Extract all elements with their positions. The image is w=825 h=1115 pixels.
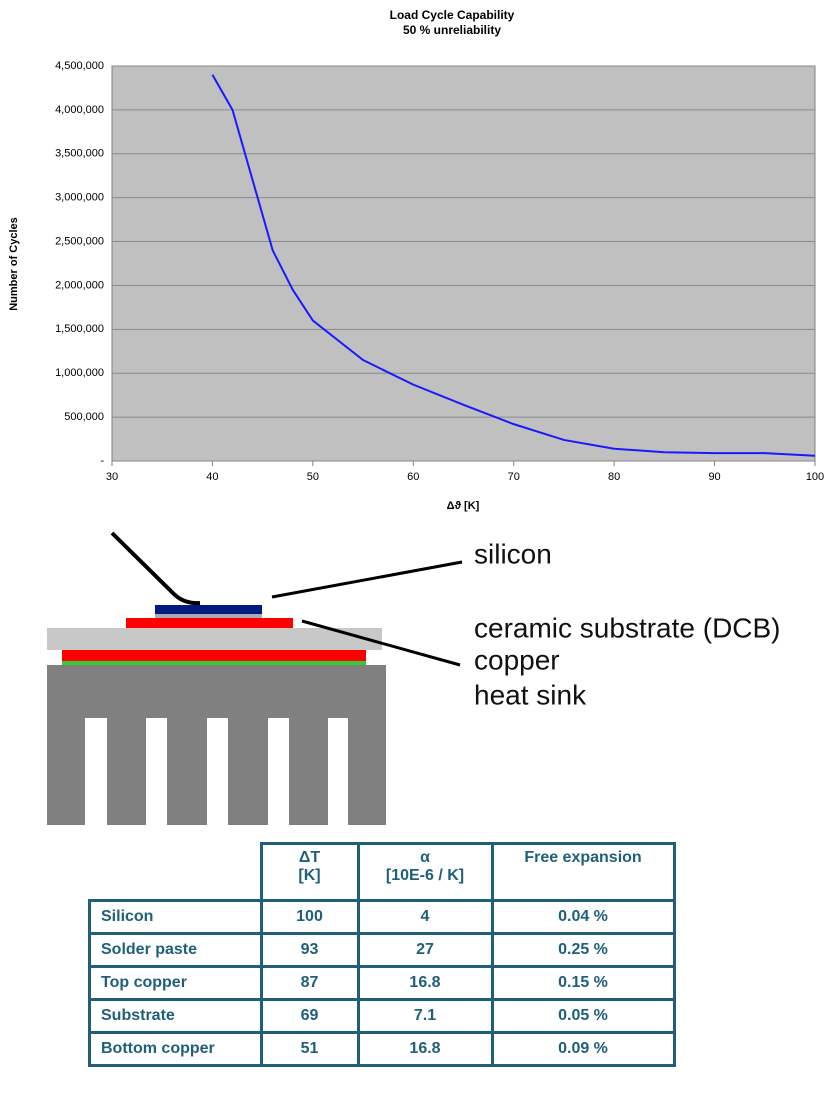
y-tick-label: 4,000,000 [55,104,104,116]
pointer [301,619,461,667]
pointer [271,560,463,599]
y-tick-label: 2,000,000 [55,279,104,291]
header-cell: ΔT [K] [259,842,360,902]
cell: Solder paste [88,932,263,968]
plot-area [111,65,816,462]
cell: 16.8 [356,1031,494,1067]
x-tick-label: 50 [307,471,319,483]
row: Solder paste 93 27 0.25 % [88,932,676,968]
cell: 0.04 % [490,899,676,935]
ceramic-substrate [47,628,382,650]
header-text: ΔT [298,849,321,866]
y-tick-label: 1,500,000 [55,323,104,335]
header-text: [10E-6 / K] [385,867,465,884]
row: Bottom copper 51 16.8 0.09 % [88,1031,676,1067]
cell: 100 [259,899,360,935]
y-tick-label: 3,500,000 [55,148,104,160]
cell: 0.05 % [490,998,676,1034]
y-tick-label: 500,000 [64,411,104,423]
top-copper [126,618,293,628]
label: ceramic substrate (DCB) [474,612,781,643]
x-tick-label: 30 [106,471,118,483]
header-text: [K] [298,867,321,884]
cell: 69 [259,998,360,1034]
cell: Substrate [88,998,263,1034]
cell: 16.8 [356,965,494,1001]
cell: 4 [356,899,494,935]
solder-layer [62,661,366,665]
x-axis-title: Δϑ [K] [447,500,480,512]
y-tick-label: 4,500,000 [55,60,104,72]
y-tick-label: 1,000,000 [55,367,104,379]
cell: 87 [259,965,360,1001]
cell: 93 [259,932,360,968]
x-tick-label: 40 [206,471,218,483]
bond-wire [110,531,201,606]
silicon [155,605,262,614]
cell: 0.09 % [490,1031,676,1067]
cell: 51 [259,1031,360,1067]
label: copper [474,644,560,675]
header-text: α [420,849,430,866]
cell: 0.25 % [490,932,676,968]
y-tick-label: - [100,455,104,467]
diagram: silicon ceramic substrate (DCB) copper h… [47,531,781,825]
chart-subtitle: 50 % unreliability [403,23,501,37]
bottom-copper [62,650,366,661]
header-cell [90,844,262,901]
cell: Top copper [88,965,263,1001]
label: heat sink [474,679,587,710]
fin-gaps [85,718,348,825]
row: Silicon 100 4 0.04 % [88,899,676,935]
figure: Load Cycle Capability 50 % unreliability… [8,8,824,825]
header-cell: Free expansion [490,842,676,902]
line [211,74,816,457]
cell: Silicon [88,899,263,935]
label: silicon [474,538,552,569]
x-tick-label: 100 [806,471,824,483]
chart-title: Load Cycle Capability [390,8,515,22]
header-text: Free expansion [524,849,642,866]
x-tick-label: 80 [608,471,620,483]
cell: 7.1 [356,998,494,1034]
row: Substrate 69 7.1 0.05 % [88,998,676,1034]
header-cell: α [10E-6 / K] [356,842,494,902]
x-tick-label: 70 [508,471,520,483]
y-axis-title: Number of Cycles [8,217,20,311]
solder-paste [155,614,262,618]
cell: 0.15 % [490,965,676,1001]
y-tick-label: 3,000,000 [55,192,104,204]
row: Top copper 87 16.8 0.15 % [88,965,676,1001]
table: ΔT [K] α [10E-6 / K] Free expansion Silicon 10… [88,842,676,1067]
cell: Bottom copper [88,1031,263,1067]
cell: 27 [356,932,494,968]
y-tick-label: 2,500,000 [55,235,104,247]
x-tick-label: 90 [708,471,720,483]
x-tick-label: 60 [407,471,419,483]
